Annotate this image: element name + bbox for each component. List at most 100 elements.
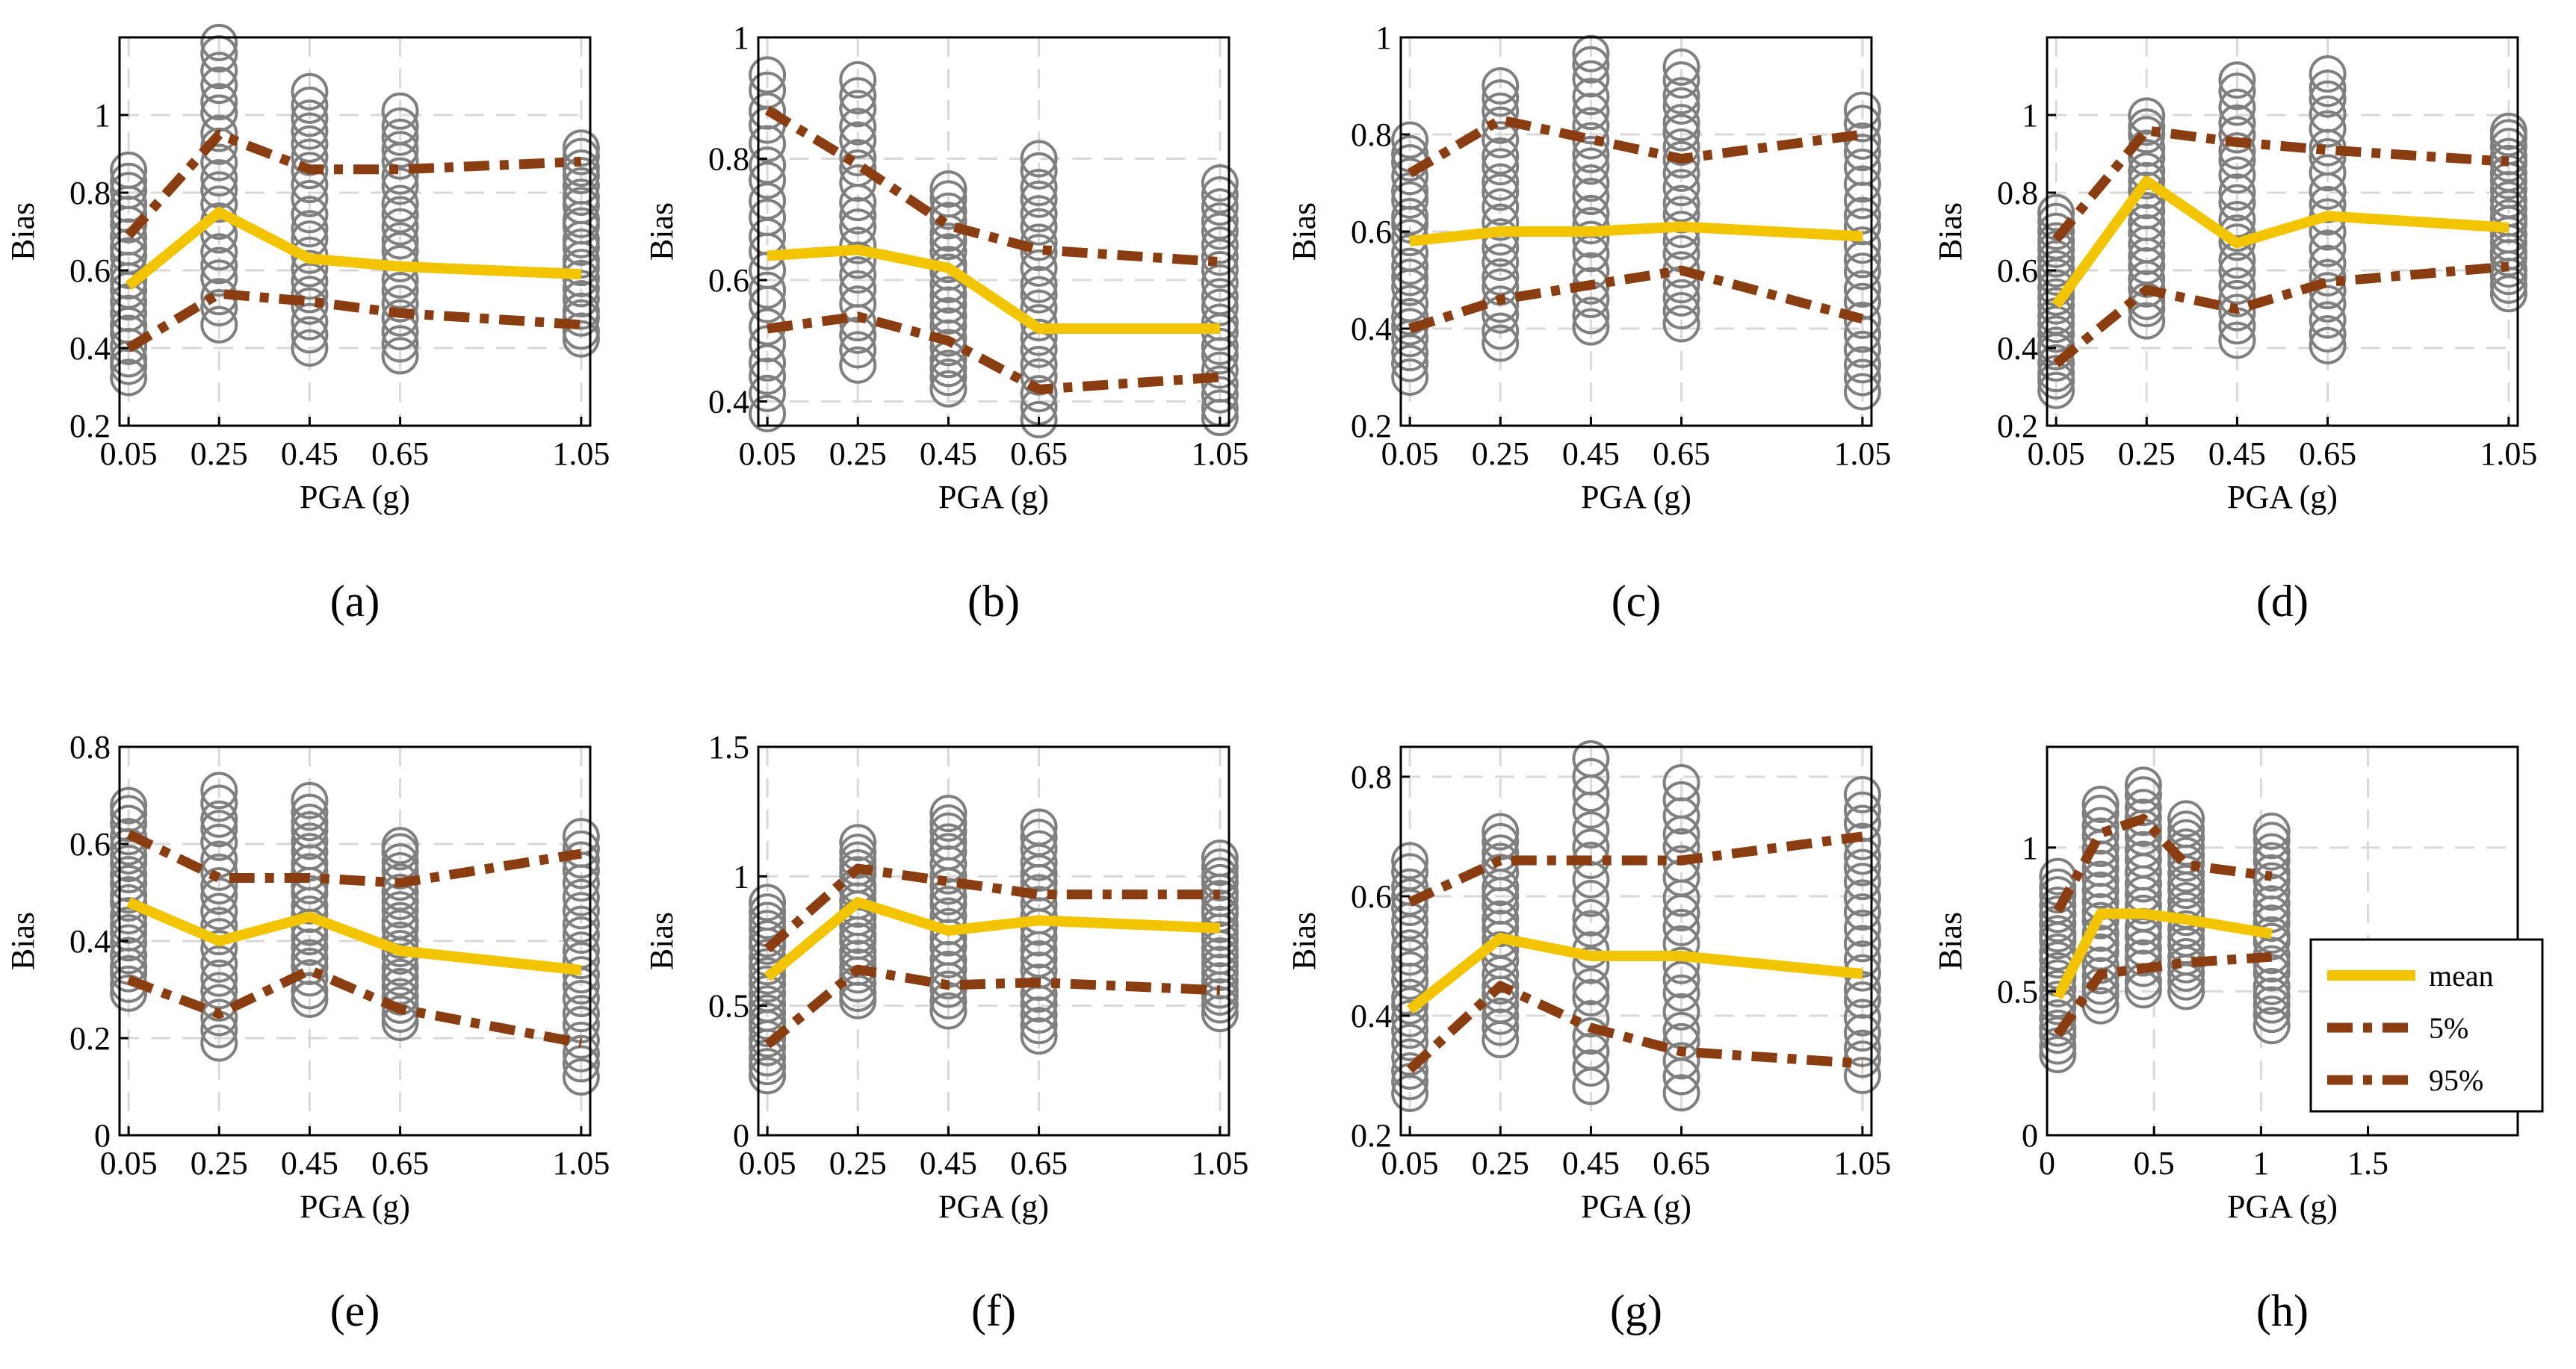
series-line-p5 <box>1406 981 1863 1073</box>
scatter-point <box>1201 188 1239 226</box>
scatter-point <box>1572 164 1610 202</box>
scatter-point <box>110 897 148 935</box>
scatter-point <box>749 965 787 1003</box>
y-tick-label: 0.6 <box>69 826 111 863</box>
x-tick-label: 0.65 <box>371 1145 429 1182</box>
y-tick-label: 0.6 <box>708 262 749 299</box>
scatter-point <box>291 793 329 831</box>
series-line-mean <box>2052 176 2510 308</box>
scatter-point <box>562 167 600 205</box>
scatter-point <box>2128 139 2166 177</box>
scatter-point <box>2167 836 2205 875</box>
scatter-point <box>2037 344 2075 382</box>
series-line-mean <box>767 244 1220 334</box>
scatter-point <box>929 192 967 230</box>
x-tick-label: 0.5 <box>2134 1145 2175 1182</box>
scatter-point <box>2128 214 2166 252</box>
scatter-point <box>1020 1017 1058 1055</box>
scatter-point <box>2489 137 2527 176</box>
scatter-point <box>1572 308 1610 346</box>
scatter-point <box>381 891 419 929</box>
scatter-point <box>2039 981 2077 1019</box>
scatter-point <box>1201 376 1239 414</box>
x-tick-label: 0.05 <box>100 1145 158 1182</box>
scatter-point <box>381 107 419 145</box>
scatter-point <box>1662 61 1700 99</box>
scatter-point <box>291 316 329 354</box>
scatter-point <box>2037 371 2075 409</box>
scatter-point <box>1481 137 1520 175</box>
scatter-point <box>1843 270 1881 308</box>
y-tick-label: 1 <box>733 858 749 895</box>
legend: mean 5% 95% <box>2309 938 2544 1113</box>
scatter-point <box>1020 375 1058 413</box>
scatter-point <box>2253 996 2291 1034</box>
scatter-point <box>110 237 148 275</box>
scatter-point <box>1843 252 1881 291</box>
scatter-point <box>2128 116 2166 154</box>
scatter-point <box>2253 862 2291 900</box>
scatter-point <box>200 784 238 822</box>
scatter-point <box>381 901 419 940</box>
scatter-point <box>1020 819 1058 857</box>
scatter-point <box>749 893 787 931</box>
scatter-point <box>1662 1074 1700 1112</box>
scatter-point <box>1391 853 1429 891</box>
scatter-point <box>110 856 148 894</box>
scatter-point <box>839 270 877 308</box>
scatter-point <box>291 781 329 819</box>
scatter-point <box>839 90 877 128</box>
scatter-point <box>749 56 787 94</box>
y-tick-label: 0.8 <box>1351 759 1392 795</box>
scatter-point <box>1662 169 1700 207</box>
scatter-point <box>1481 163 1520 201</box>
y-tick-label: 0.2 <box>1351 1117 1392 1154</box>
scatter-point <box>562 995 600 1033</box>
scatter-point <box>1020 180 1058 218</box>
scatter-point <box>1843 149 1881 187</box>
scatter-point <box>200 23 238 61</box>
series-line-mean <box>126 897 582 975</box>
scatter-point <box>929 297 967 335</box>
scatter-point <box>1662 48 1700 86</box>
scatter-point <box>1662 305 1700 343</box>
scatter-point <box>929 878 967 916</box>
scatter-point <box>1020 345 1058 383</box>
scatter-point <box>200 185 238 223</box>
scatter-point <box>110 914 148 952</box>
scatter-point <box>200 853 238 891</box>
scatter-point <box>1572 1032 1610 1070</box>
scatter-point <box>2253 822 2291 860</box>
scatter-point <box>381 92 419 130</box>
scatter-point <box>1201 176 1239 214</box>
scatter-point <box>562 249 600 287</box>
scatter-point <box>1843 1013 1881 1052</box>
scatter-point <box>2167 864 2205 902</box>
y-axis-label: Bias <box>4 912 41 970</box>
scatter-point <box>929 823 967 861</box>
scatter-point <box>2037 315 2075 353</box>
scatter-point <box>929 170 967 208</box>
x-tick-label: 1.05 <box>1833 1145 1891 1182</box>
scatter-point <box>1020 808 1058 846</box>
scatter-point <box>1020 358 1058 396</box>
axes-frame <box>757 745 1230 1137</box>
panel-label: (b) <box>967 577 1020 626</box>
scatter-point <box>2253 812 2291 850</box>
scatter-point <box>2037 240 2075 278</box>
x-tick-label: 0.45 <box>1562 435 1620 472</box>
scatter-point <box>2037 305 2075 344</box>
scatter-point <box>749 985 787 1023</box>
scatter-point <box>562 878 600 916</box>
scatter-point <box>1572 968 1610 1006</box>
scatter-point <box>291 833 329 871</box>
scatter-point <box>562 179 600 217</box>
x-tick-label: 0.65 <box>1010 435 1068 472</box>
scatter-point <box>2124 766 2162 804</box>
series-line-mean <box>764 897 1221 981</box>
scatter-point <box>110 358 148 397</box>
scatter-point <box>839 139 877 177</box>
scatter-point <box>200 800 238 838</box>
y-tick-label: 0.4 <box>69 330 111 367</box>
scatter-point <box>2081 794 2120 832</box>
